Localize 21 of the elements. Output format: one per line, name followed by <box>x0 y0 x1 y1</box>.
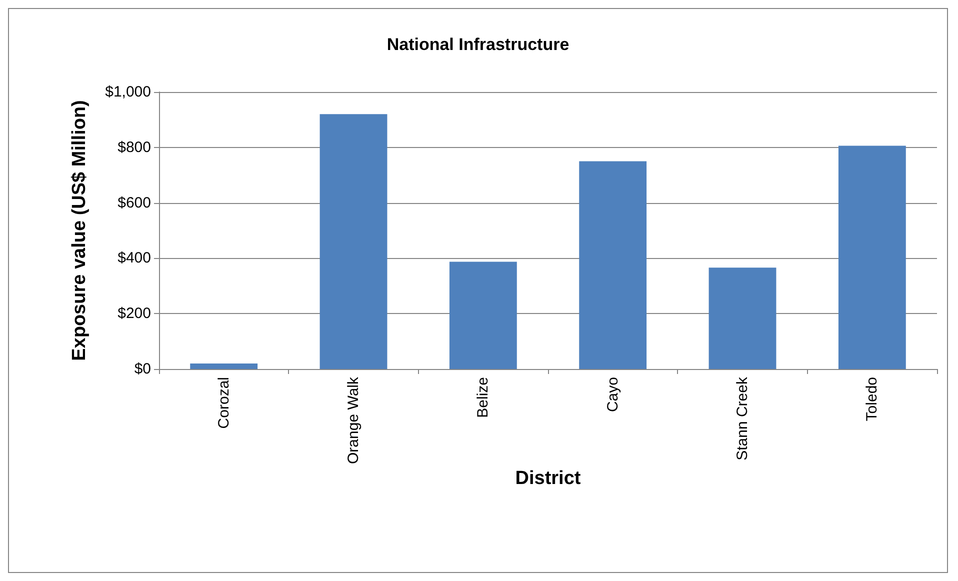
x-tick-label: Toledo <box>864 377 881 422</box>
y-tick-label: $0 <box>134 360 151 378</box>
x-tick-label: Cayo <box>604 377 622 412</box>
bar <box>320 114 388 369</box>
y-tick-label: $200 <box>118 305 151 322</box>
x-tick-label: Corozal <box>215 377 232 429</box>
bar <box>579 161 647 369</box>
bar <box>190 363 258 369</box>
bar <box>838 146 906 369</box>
y-axis-title: Exposure value (US$ Million) <box>69 100 90 361</box>
y-tick-label: $1,000 <box>105 84 151 100</box>
y-tick-label: $400 <box>118 250 151 267</box>
x-tick-label: Belize <box>474 377 492 418</box>
bar <box>708 268 776 369</box>
bar <box>449 262 517 369</box>
x-axis-title: District <box>515 468 582 489</box>
chart-title: National Infrastructure <box>386 35 570 54</box>
x-tick-label: Stann Creek <box>734 376 751 460</box>
y-tick-label: $600 <box>118 194 151 212</box>
x-tick-label: Orange Walk <box>345 376 362 464</box>
y-tick-label: $800 <box>118 138 151 156</box>
